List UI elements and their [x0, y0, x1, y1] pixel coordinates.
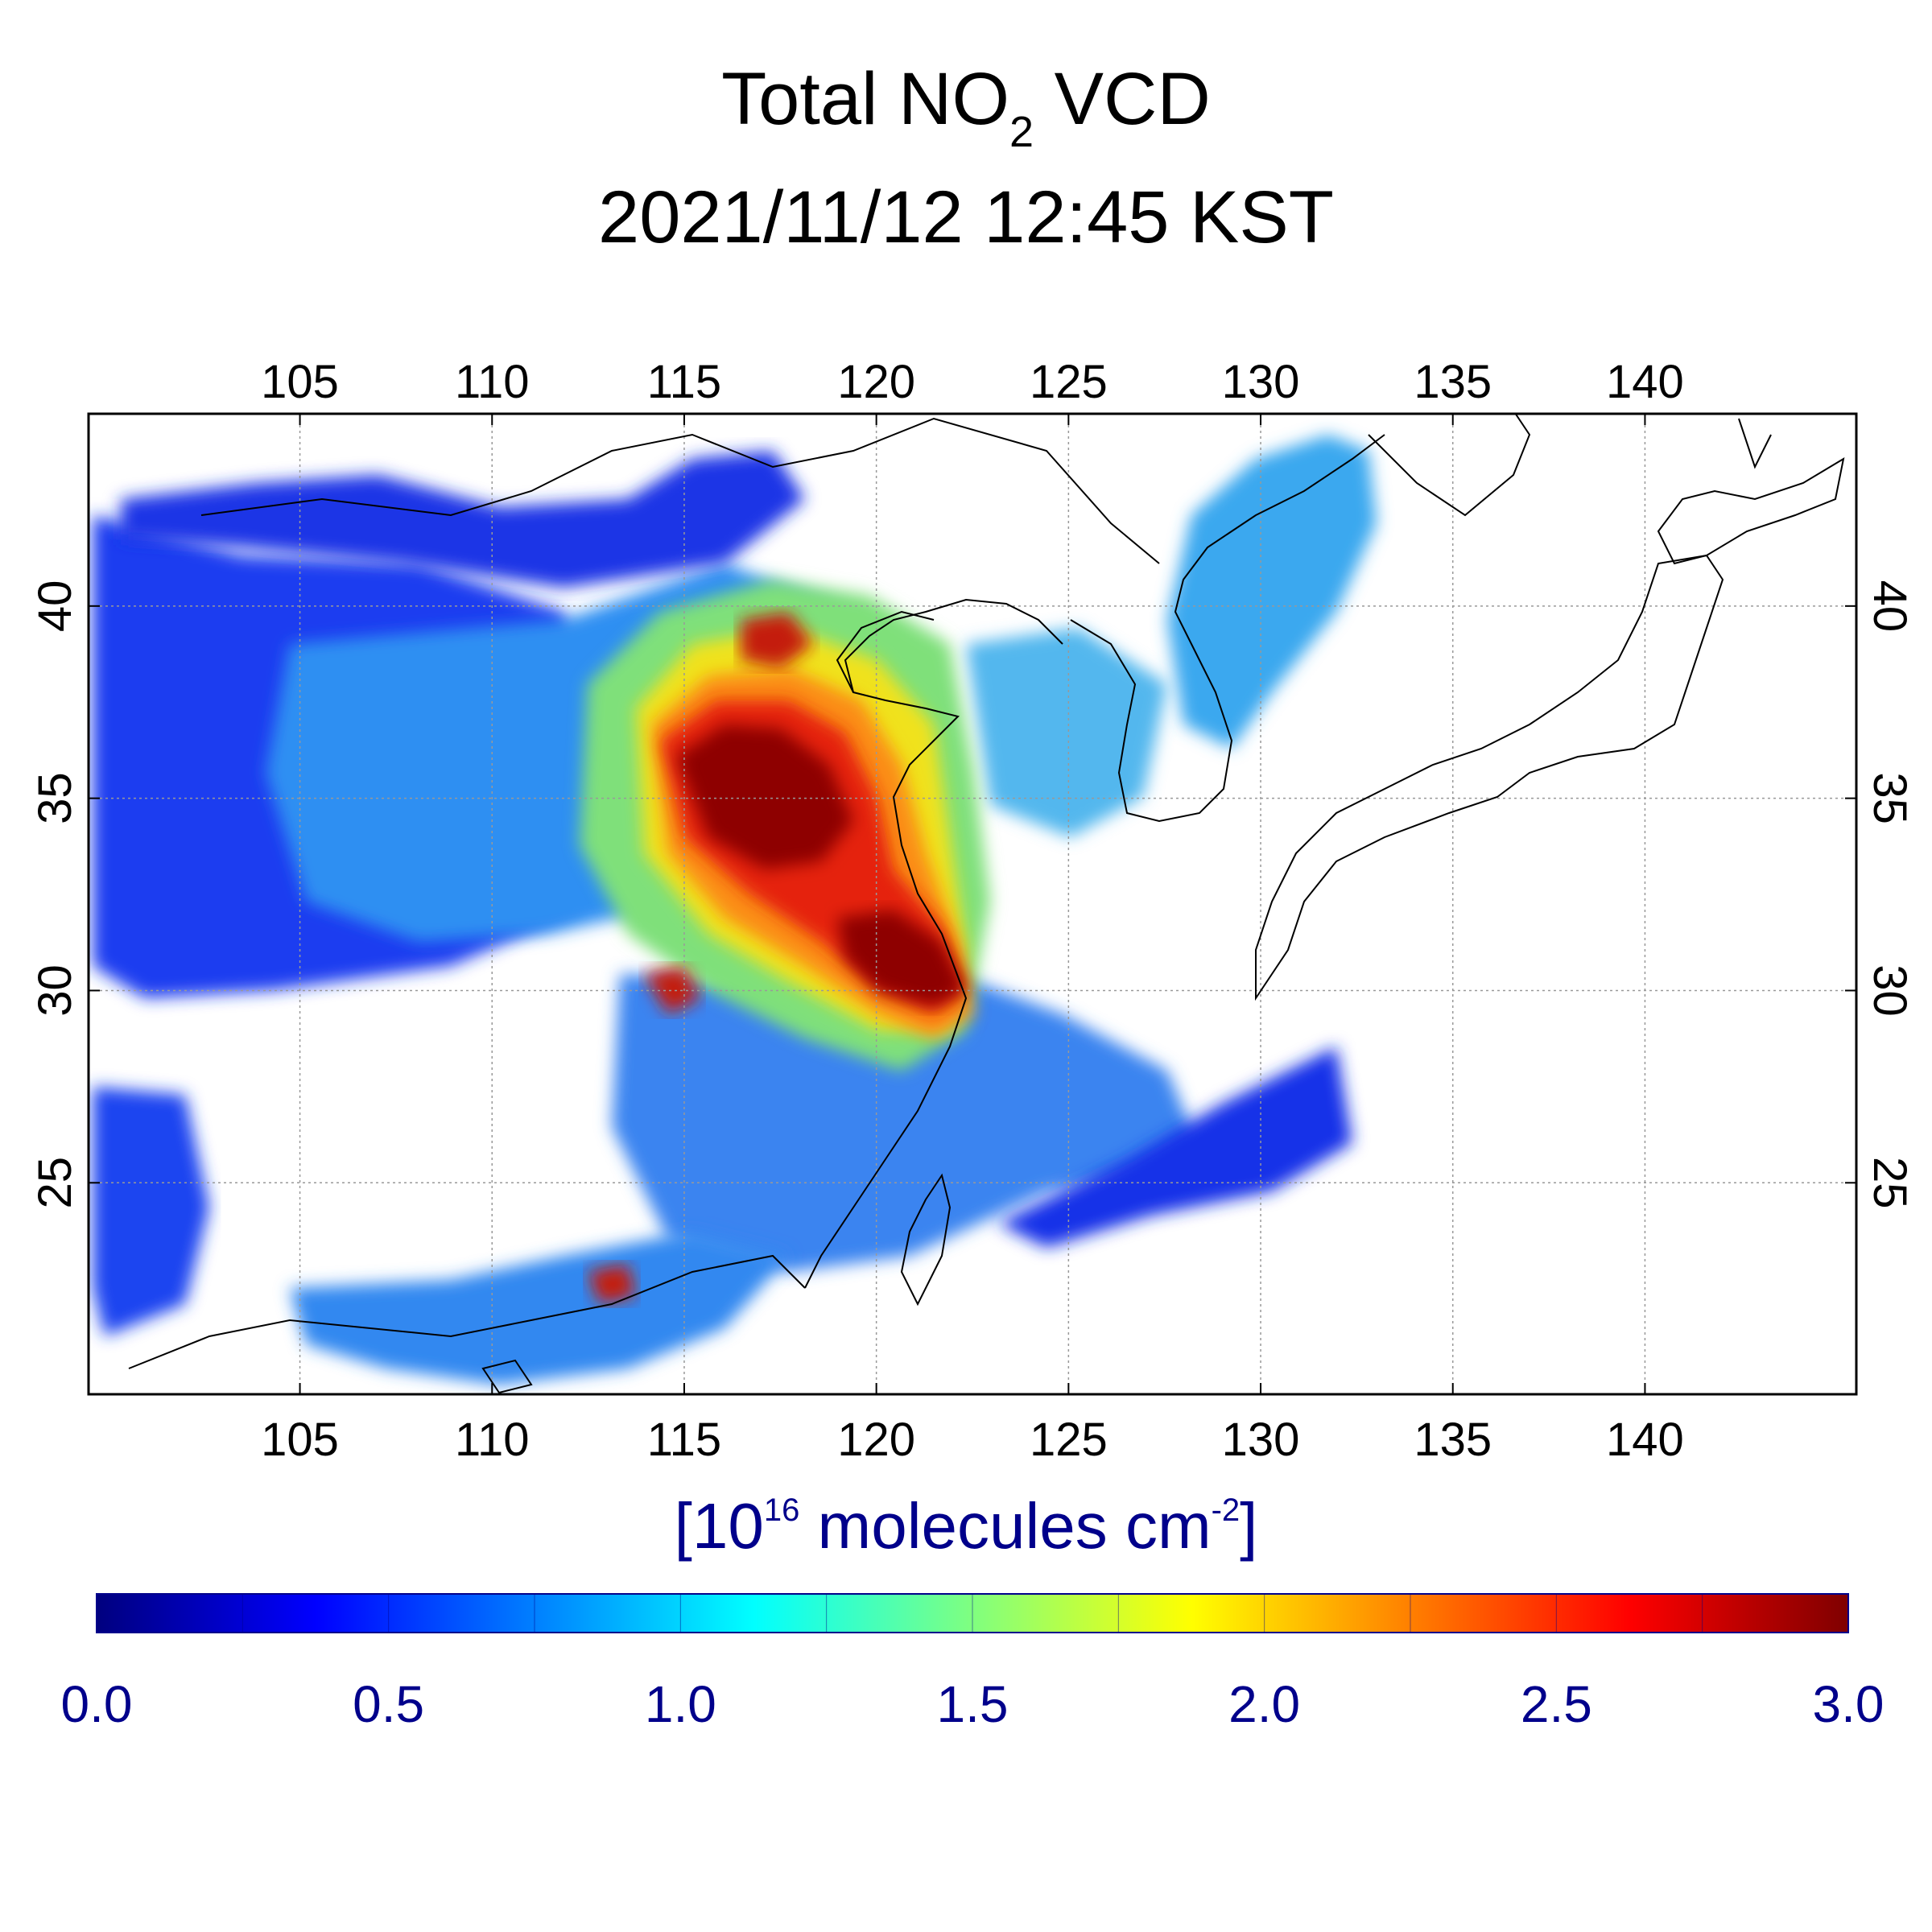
lat-label-left-25: 25 [29, 1157, 81, 1209]
colorbar-tick-label-3.0: 3.0 [1812, 1675, 1885, 1733]
no2-hotspot-north-china [676, 724, 853, 869]
no2-data-field [93, 435, 1377, 1385]
colorbar-tick-label-1.5: 1.5 [936, 1675, 1009, 1733]
lon-label-top-140: 140 [1606, 356, 1684, 408]
unit-mid: molecules cm [799, 1490, 1212, 1562]
title-subscript: 2 [1009, 108, 1034, 156]
lon-label-bottom-135: 135 [1414, 1414, 1492, 1466]
colorbar-ticks [242, 1594, 1703, 1633]
unit-end: ] [1240, 1490, 1258, 1562]
no2-region-southeast [612, 966, 1208, 1272]
lat-label-right-35: 35 [1864, 772, 1916, 824]
lat-label-left-35: 35 [29, 772, 81, 824]
map-frame [87, 412, 1858, 1396]
colorbar-tick-label-1.0: 1.0 [644, 1675, 716, 1733]
lon-label-top-110: 110 [455, 356, 529, 408]
title-line-1: Total NO2 VCD [0, 56, 1932, 175]
no2-region-south-coast [290, 1232, 789, 1385]
lon-label-top-120: 120 [837, 356, 915, 408]
lon-label-top-105: 105 [261, 356, 339, 408]
lon-label-bottom-130: 130 [1222, 1414, 1300, 1466]
colorbar-tick-label-2.0: 2.0 [1228, 1675, 1301, 1733]
no2-region-northeast [1167, 435, 1377, 749]
coastline-south-china [128, 1254, 806, 1369]
border-mongolia [200, 417, 1160, 564]
title-datetime: 2021/11/12 12:45 KST [598, 176, 1334, 258]
coastline-hainan [481, 1359, 533, 1394]
coastline-korea [1070, 434, 1385, 823]
map-gridlines [89, 414, 1856, 1394]
colorbar-unit-label: [1016 molecules cm-2] [0, 1489, 1932, 1563]
unit-exponent-1: 16 [763, 1492, 800, 1528]
title-suffix: VCD [1034, 58, 1211, 140]
lat-label-left-40: 40 [29, 580, 81, 633]
coastline-sakhalin [1738, 418, 1772, 469]
colorbar-tick-label-0.0: 0.0 [60, 1675, 133, 1733]
unit-exponent-2: -2 [1211, 1492, 1241, 1528]
lat-label-right-25: 25 [1864, 1157, 1916, 1209]
lon-label-top-130: 130 [1222, 356, 1300, 408]
no2-region-ocean-south [998, 1046, 1352, 1248]
coastline-taiwan [900, 1173, 952, 1307]
no2-hotspot-pearl-delta [588, 1264, 636, 1304]
lon-label-bottom-125: 125 [1030, 1414, 1108, 1466]
coastline-russia [1368, 414, 1531, 517]
coastline-japan [1255, 554, 1724, 1001]
lon-label-bottom-110: 110 [455, 1414, 529, 1466]
lon-label-top-125: 125 [1030, 356, 1108, 408]
coastline-hokkaido [1657, 456, 1845, 565]
lat-label-right-30: 30 [1864, 964, 1916, 1017]
no2-region-east-sea [966, 628, 1167, 837]
coastline-bohai [836, 610, 935, 693]
no2-hotspot-yangtze-delta [837, 910, 966, 1006]
lon-label-top-115: 115 [647, 356, 721, 408]
no2-hotspot-wuhan [644, 966, 700, 1014]
unit-base: [10 [674, 1490, 764, 1562]
lat-label-right-40: 40 [1864, 580, 1916, 633]
colorbar-tick-label-0.5: 0.5 [353, 1675, 425, 1733]
coastline-china-east [804, 598, 1063, 1289]
no2-region-north [121, 451, 805, 588]
axis-ticks: 105 105 110 110 115 115 120 120 125 125 130 130 135 1… [29, 356, 1916, 1466]
lon-label-bottom-120: 120 [837, 1414, 915, 1466]
coastlines [128, 414, 1845, 1394]
lon-label-bottom-140: 140 [1606, 1414, 1684, 1466]
lon-label-top-135: 135 [1414, 356, 1492, 408]
colorbar-tick-label-2.5: 2.5 [1520, 1675, 1592, 1733]
no2-region-southwest [93, 1087, 209, 1336]
map-title: Total NO2 VCD 2021/11/12 12:45 KST [0, 56, 1932, 260]
lon-label-bottom-105: 105 [261, 1414, 339, 1466]
lat-label-left-30: 30 [29, 964, 81, 1017]
title-prefix: Total NO [721, 58, 1010, 140]
no2-hotspot-beijing [741, 612, 813, 668]
lon-label-bottom-115: 115 [647, 1414, 721, 1466]
